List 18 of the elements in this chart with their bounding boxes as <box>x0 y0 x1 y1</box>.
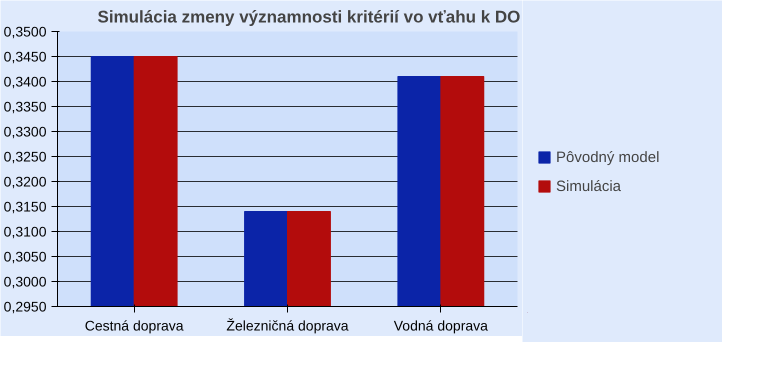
legend-label: Pôvodný model <box>556 148 660 166</box>
y-tick-label: 0,3300 <box>4 124 47 140</box>
y-tick-label: 0,3050 <box>4 248 47 264</box>
y-tick-label: 0,3250 <box>4 148 47 164</box>
x-tick-label: Vodná doprava <box>394 318 488 334</box>
y-tick-label: 0,3000 <box>4 274 47 290</box>
y-tick-label: 0,3500 <box>4 24 47 40</box>
y-tick-label: 0,3400 <box>4 74 47 90</box>
y-tick-label: 0,3350 <box>4 98 47 114</box>
x-tick-label: Železničná doprava <box>226 318 349 334</box>
y-tick-label: 0,3450 <box>4 48 47 64</box>
x-tick-label: Cestná doprava <box>84 318 184 334</box>
legend-label: Simulácia <box>556 178 622 194</box>
chart-title: Simulácia zmeny významnosti kritérií vo vťahu k DO <box>98 8 520 26</box>
y-tick-label: 0,3200 <box>4 174 47 190</box>
y-tick-label: 0,3100 <box>4 224 47 240</box>
y-tick-label: 0,3150 <box>4 198 47 214</box>
y-tick-label: 0,2950 <box>4 298 47 314</box>
